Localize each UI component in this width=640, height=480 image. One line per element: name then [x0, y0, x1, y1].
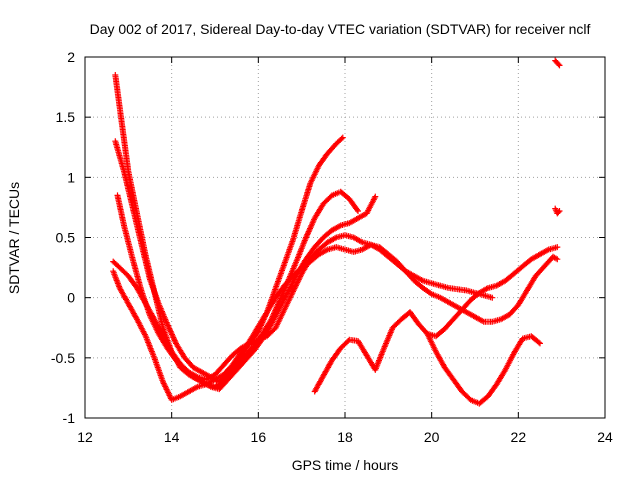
x-tick-label: 20 — [424, 429, 440, 445]
series-track-e — [311, 309, 543, 407]
series-track-g — [114, 192, 379, 393]
data-series — [110, 57, 563, 407]
marker-trace — [311, 309, 543, 407]
x-tick-label: 12 — [77, 429, 93, 445]
y-axis-label: SDTVAR / TECUs — [6, 182, 22, 294]
x-axis-label: GPS time / hours — [292, 457, 399, 473]
series-track-f — [424, 244, 561, 340]
marker-trace — [110, 232, 496, 383]
y-tick-label: 2 — [67, 49, 75, 65]
series-track-h — [552, 57, 563, 217]
marker-trace — [552, 57, 563, 217]
y-tick-label: 0 — [67, 290, 75, 306]
axis-ticks: 12 14 16 18 20 22 24 -1 -0.5 0 0.5 1 1.5 2 — [51, 49, 613, 445]
series-track-d — [110, 241, 561, 403]
y-tick-label: 1.5 — [56, 109, 76, 125]
y-tick-label: -1 — [63, 410, 76, 426]
series-track-c — [110, 232, 496, 383]
x-tick-label: 24 — [597, 429, 613, 445]
x-tick-label: 22 — [511, 429, 527, 445]
marker-trace — [110, 241, 561, 403]
x-tick-label: 16 — [251, 429, 267, 445]
marker-trace — [424, 244, 561, 340]
chart-title: Day 002 of 2017, Sidereal Day-to-day VTE… — [90, 21, 591, 37]
y-tick-label: -0.5 — [51, 350, 75, 366]
y-tick-label: 1 — [67, 169, 75, 185]
x-tick-label: 18 — [337, 429, 353, 445]
x-tick-label: 14 — [164, 429, 180, 445]
y-tick-label: 0.5 — [56, 230, 76, 246]
